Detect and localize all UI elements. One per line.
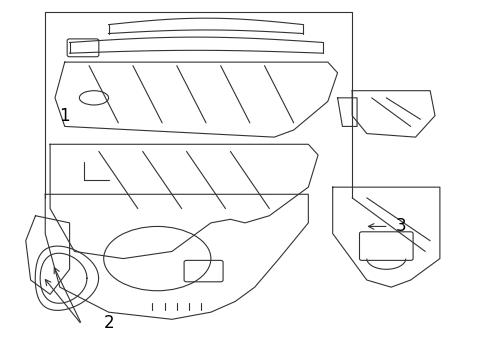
- Text: 1: 1: [59, 107, 70, 125]
- Text: 3: 3: [395, 217, 406, 235]
- Text: 2: 2: [103, 314, 114, 332]
